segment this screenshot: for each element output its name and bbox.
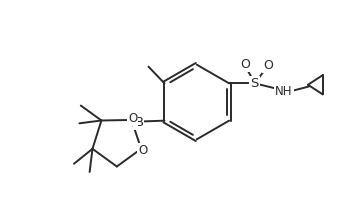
Text: NH: NH	[275, 85, 292, 98]
Text: B: B	[134, 116, 144, 129]
Text: S: S	[251, 77, 259, 90]
Text: O: O	[138, 144, 147, 157]
Text: O: O	[240, 58, 250, 71]
Text: O: O	[263, 59, 273, 72]
Text: O: O	[128, 112, 137, 125]
